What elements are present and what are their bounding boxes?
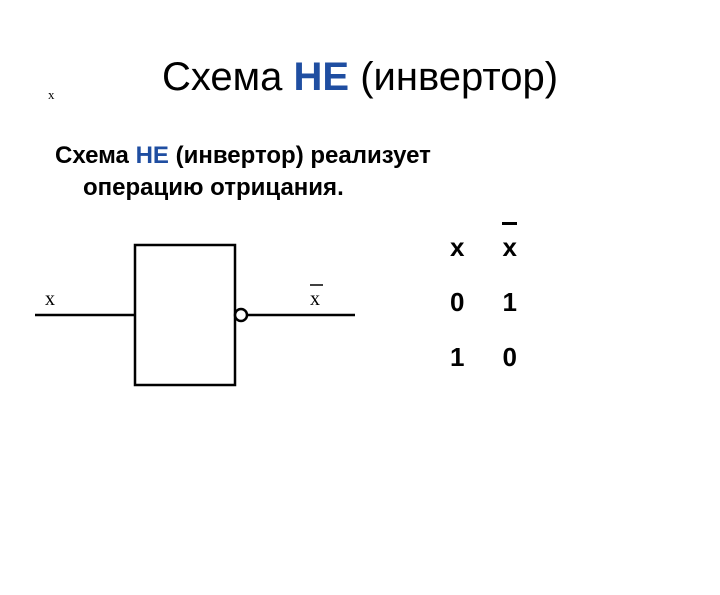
cell: 0 <box>502 330 554 385</box>
cell: 1 <box>502 275 554 330</box>
subtitle-line1-highlight: НЕ <box>136 142 169 169</box>
subtitle-line2: операцию отрицания. <box>55 172 665 204</box>
truth-table-grid: x x 0 1 1 0 <box>450 220 555 385</box>
artifact-char: x <box>48 87 55 103</box>
truth-table: x x 0 1 1 0 <box>450 220 670 385</box>
input-label: x <box>45 288 55 310</box>
subtitle: Схема НЕ (инвертор) реализует операцию о… <box>55 140 665 205</box>
content-area: x x x x 0 1 1 0 <box>0 205 720 485</box>
title-suffix: (инвертор) <box>349 55 558 99</box>
page-title: Схема НЕ (инвертор) <box>0 55 720 100</box>
title-prefix: Схема <box>162 55 294 99</box>
table-header-row: x x <box>450 220 555 275</box>
col-header-x: x <box>450 220 502 275</box>
table-row: 0 1 <box>450 275 555 330</box>
cell: 1 <box>450 330 502 385</box>
subtitle-line1-suffix: (инвертор) реализует <box>169 142 431 169</box>
cell: 0 <box>450 275 502 330</box>
col-header-notx: x <box>502 220 554 275</box>
notx-letter: x <box>502 232 516 262</box>
overline-bar <box>502 222 516 225</box>
title-highlight: НЕ <box>294 55 350 99</box>
table-row: 1 0 <box>450 330 555 385</box>
inverter-diagram: x x <box>15 225 365 425</box>
inversion-bubble <box>235 309 247 321</box>
subtitle-line1-prefix: Схема <box>55 142 136 169</box>
gate-body <box>135 245 235 385</box>
notx-symbol: x <box>502 232 516 263</box>
output-label: x <box>310 288 320 310</box>
